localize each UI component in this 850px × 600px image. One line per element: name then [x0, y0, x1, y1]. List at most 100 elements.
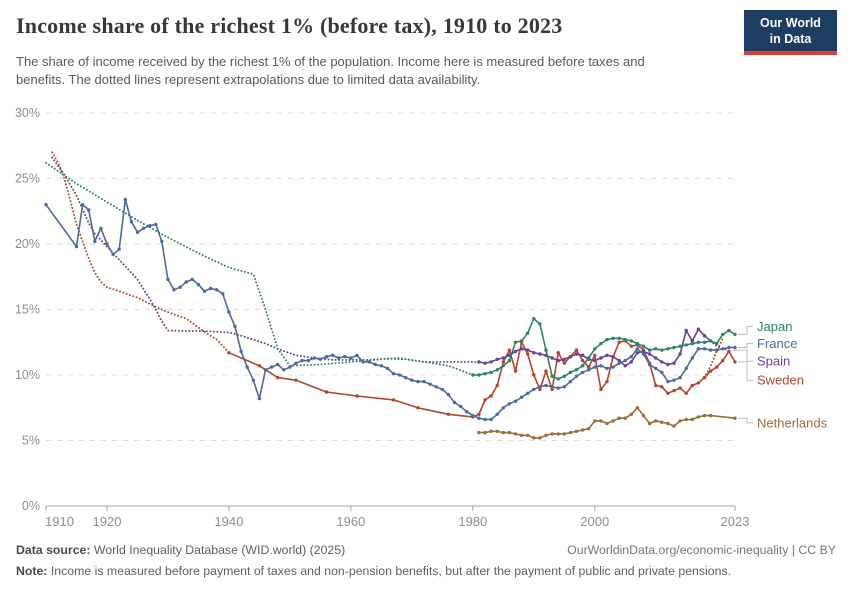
data-point-sweden — [708, 369, 713, 373]
data-point-spain — [611, 355, 615, 359]
data-point-france — [87, 208, 91, 212]
series-line-netherlands[interactable] — [478, 407, 736, 439]
data-point-sweden — [391, 398, 396, 402]
series-label-sweden[interactable]: Sweden — [757, 373, 804, 388]
data-point-netherlands — [544, 433, 548, 437]
owid-logo[interactable]: Our World in Data — [744, 10, 837, 55]
data-point-netherlands — [477, 430, 481, 435]
data-point-japan — [550, 374, 554, 378]
data-point-france — [160, 239, 164, 244]
data-point-japan — [617, 336, 621, 340]
x-axis-tick-label: 2023 — [721, 514, 750, 529]
data-point-france — [708, 348, 713, 352]
data-point-france — [294, 361, 298, 365]
data-point-france — [215, 288, 219, 292]
data-point-netherlands — [580, 428, 585, 432]
data-point-netherlands — [690, 417, 694, 422]
series-line-japan[interactable] — [472, 317, 736, 380]
data-point-netherlands — [593, 419, 597, 423]
data-point-sweden — [495, 383, 499, 388]
data-point-france — [550, 385, 554, 389]
data-point-spain — [660, 360, 664, 364]
data-point-sweden — [593, 353, 597, 357]
data-point-netherlands — [599, 419, 603, 423]
data-point-france — [617, 361, 621, 365]
data-point-france — [580, 370, 585, 375]
series-label-japan[interactable]: Japan — [757, 319, 792, 334]
series-line-sweden[interactable] — [228, 340, 736, 418]
data-point-netherlands — [708, 413, 713, 418]
data-point-japan — [708, 339, 713, 343]
data-point-france — [471, 413, 475, 418]
data-point-japan — [507, 358, 512, 363]
data-point-spain — [629, 360, 633, 364]
data-point-france — [721, 347, 725, 351]
data-point-japan — [532, 317, 536, 321]
data-point-sweden — [513, 369, 518, 373]
data-point-spain — [574, 352, 579, 356]
data-point-france — [654, 366, 658, 371]
data-point-japan — [574, 368, 579, 372]
data-point-japan — [623, 337, 627, 342]
data-point-netherlands — [654, 419, 658, 423]
data-point-spain — [495, 357, 499, 361]
series-line-sweden-extrapolation[interactable] — [51, 151, 230, 354]
series-line-japan-extrapolation[interactable] — [45, 161, 474, 376]
data-point-netherlands — [666, 421, 670, 426]
data-point-japan — [495, 368, 499, 372]
data-point-japan — [593, 347, 597, 351]
data-point-france — [239, 349, 243, 354]
data-point-france — [434, 385, 438, 389]
data-point-japan — [605, 337, 609, 342]
data-point-france — [263, 368, 268, 372]
y-axis-tick-label: 10% — [15, 368, 40, 382]
series-line-spain-extrapolation[interactable] — [51, 156, 480, 363]
data-point-japan — [501, 364, 505, 368]
data-point-sweden — [672, 389, 676, 393]
data-point-sweden — [660, 385, 664, 389]
data-point-france — [404, 375, 408, 380]
data-point-spain — [556, 358, 560, 363]
data-point-netherlands — [629, 412, 633, 416]
data-point-sweden — [489, 394, 493, 398]
data-point-spain — [593, 358, 597, 363]
data-point-sweden — [227, 351, 231, 355]
x-axis-tick-label: 1920 — [93, 514, 122, 529]
data-point-france — [440, 387, 444, 392]
data-point-sweden — [556, 351, 560, 355]
data-point-france — [483, 417, 487, 422]
data-point-japan — [666, 347, 670, 351]
data-point-netherlands — [660, 420, 664, 424]
series-label-spain[interactable]: Spain — [757, 354, 790, 369]
data-point-japan — [690, 341, 694, 346]
data-point-france — [428, 382, 432, 386]
data-point-france — [105, 242, 109, 246]
data-point-sweden — [654, 383, 658, 388]
data-point-japan — [660, 348, 664, 352]
series-line-sweden-extrapolation[interactable] — [703, 337, 724, 379]
data-point-sweden — [544, 369, 548, 373]
data-point-france — [599, 364, 603, 368]
series-label-netherlands[interactable]: Netherlands — [757, 415, 828, 430]
data-point-france — [538, 385, 542, 389]
owid-rights-link[interactable]: OurWorldinData.org/economic-inequality |… — [567, 543, 836, 557]
series-line-spain-extrapolation[interactable] — [709, 339, 730, 352]
data-point-sweden — [702, 375, 707, 380]
data-point-sweden — [733, 360, 737, 364]
data-point-france — [184, 280, 188, 284]
label-connector-japan — [738, 326, 753, 335]
data-point-france — [702, 347, 707, 351]
data-point-france — [666, 379, 670, 384]
data-point-france — [397, 373, 402, 377]
data-point-spain — [513, 349, 518, 354]
data-point-spain — [623, 364, 627, 368]
data-point-france — [532, 387, 536, 392]
data-point-france — [337, 356, 341, 360]
series-label-france[interactable]: France — [757, 336, 797, 351]
data-point-netherlands — [501, 430, 505, 435]
data-point-france — [379, 364, 384, 368]
data-point-japan — [684, 343, 688, 347]
data-point-france — [452, 400, 457, 405]
data-point-france — [288, 365, 292, 369]
data-point-france — [80, 203, 85, 207]
